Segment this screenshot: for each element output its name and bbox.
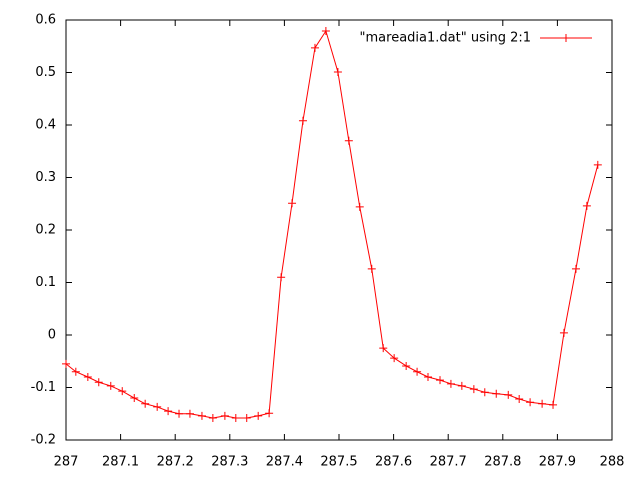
x-tick-label: 287.1	[102, 455, 139, 470]
y-tick-label: 0.1	[35, 275, 56, 290]
point-marker	[153, 402, 162, 411]
y-tick-label: -0.2	[31, 433, 56, 448]
x-tick-label: 287.6	[375, 455, 412, 470]
point-marker	[277, 273, 286, 282]
x-tick-label: 287.5	[320, 455, 357, 470]
point-marker	[130, 394, 139, 402]
point-marker	[390, 354, 399, 363]
point-marker	[367, 264, 376, 273]
x-tick-label: 287.2	[157, 455, 194, 470]
point-marker	[423, 373, 432, 381]
y-tick-label: 0.3	[35, 170, 56, 185]
point-marker	[242, 413, 251, 422]
point-marker	[185, 409, 194, 418]
data-line	[65, 29, 599, 419]
x-tick-label: 287.4	[266, 455, 303, 470]
point-marker	[436, 376, 445, 385]
point-marker	[515, 395, 524, 404]
point-marker	[549, 400, 558, 409]
point-marker	[254, 411, 263, 420]
point-marker	[220, 411, 229, 420]
point-marker	[141, 399, 150, 408]
point-marker	[321, 27, 330, 36]
point-marker	[457, 381, 466, 390]
point-marker	[118, 387, 127, 396]
point-marker	[197, 411, 206, 420]
point-marker	[344, 136, 353, 145]
y-tick-label: 0.2	[35, 223, 56, 238]
point-marker	[164, 407, 173, 416]
point-marker	[538, 399, 547, 408]
point-marker	[355, 202, 364, 211]
y-tick-label: -0.1	[31, 380, 56, 395]
y-tick-label: 0.6	[35, 13, 56, 28]
x-tick-label: 287.9	[539, 455, 576, 470]
y-tick-label: 0.4	[35, 118, 56, 133]
x-tick-label: 287.7	[430, 455, 467, 470]
point-marker	[298, 116, 307, 125]
x-tick-label: 287.8	[484, 455, 521, 470]
y-tick-label: 0	[48, 328, 56, 343]
point-marker	[62, 359, 70, 368]
point-marker	[231, 413, 240, 422]
x-tick-label: 287	[54, 455, 79, 470]
x-tick-label: 287.3	[211, 455, 248, 470]
legend-marker	[562, 34, 570, 42]
point-marker	[402, 361, 411, 370]
point-marker	[265, 409, 274, 418]
point-marker	[504, 390, 513, 399]
point-marker	[593, 160, 602, 169]
point-marker	[83, 373, 92, 381]
point-marker	[175, 409, 184, 418]
point-marker	[106, 381, 115, 390]
point-marker	[469, 385, 478, 394]
point-marker	[582, 201, 591, 210]
point-marker	[413, 367, 422, 376]
point-marker	[526, 398, 535, 407]
point-marker	[288, 199, 297, 208]
legend-label: "mareadia1.dat" using 2:1	[360, 31, 531, 46]
point-marker	[310, 43, 319, 52]
point-marker	[94, 378, 103, 387]
point-marker	[446, 379, 455, 388]
y-tick-label: 0.5	[35, 65, 56, 80]
point-marker	[492, 389, 501, 398]
point-marker	[71, 367, 80, 376]
x-tick-label: 288	[600, 455, 625, 470]
point-marker	[333, 67, 342, 76]
point-marker	[379, 344, 388, 353]
point-marker	[208, 413, 217, 422]
point-marker	[480, 388, 489, 397]
point-marker	[571, 264, 580, 273]
point-marker	[559, 328, 568, 337]
